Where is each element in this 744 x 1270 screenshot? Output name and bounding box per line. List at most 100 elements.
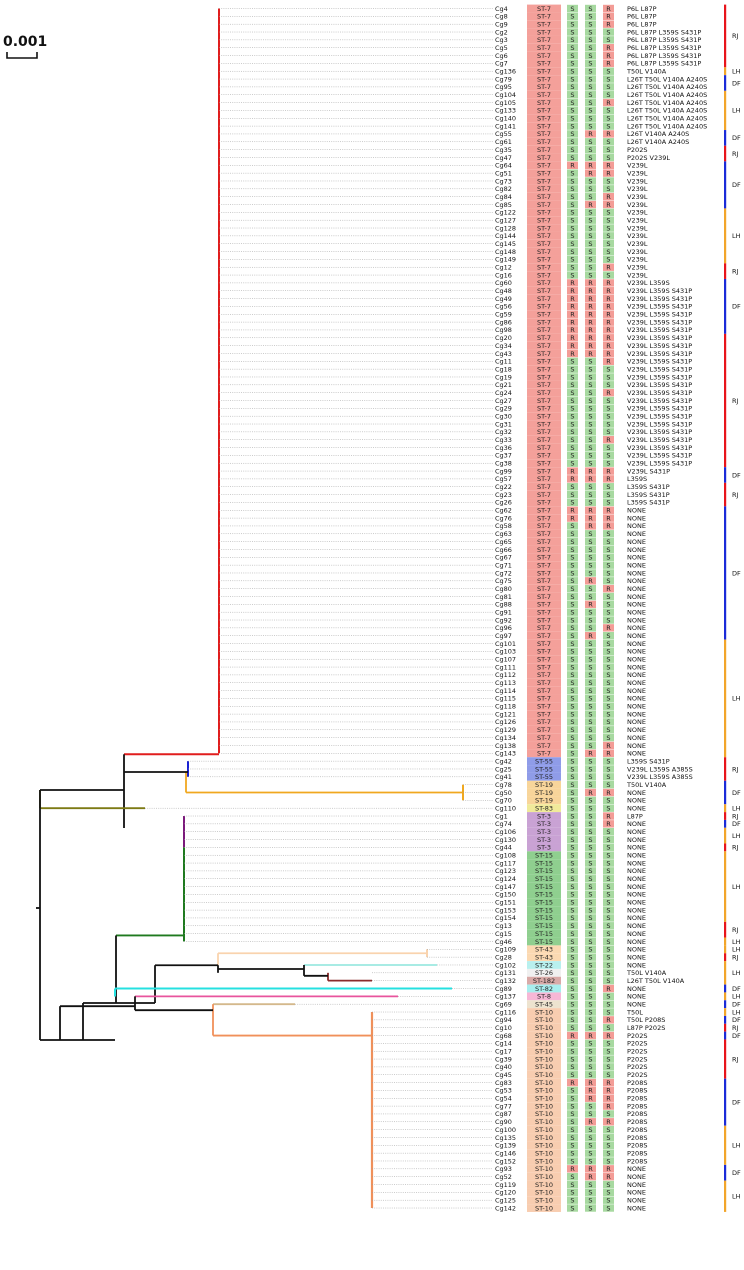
region-bar xyxy=(724,90,727,130)
mutation-label: NONE xyxy=(627,906,646,914)
st-label: ST-7 xyxy=(537,640,551,648)
resistance-label: S xyxy=(588,930,592,938)
st-cell xyxy=(527,859,561,867)
region-bar xyxy=(724,937,727,946)
resistance-cell xyxy=(567,161,578,169)
st-cell xyxy=(527,976,561,985)
tip-label: Cg94 xyxy=(495,1016,512,1024)
resistance-cell xyxy=(585,780,596,789)
resistance-cell xyxy=(567,240,578,248)
tip-label: Cg145 xyxy=(495,240,516,248)
region-label: DF xyxy=(732,303,741,311)
resistance-cell xyxy=(567,530,578,538)
st-label: ST-19 xyxy=(535,789,553,797)
resistance-label: S xyxy=(606,757,610,765)
resistance-cell xyxy=(603,200,614,209)
mutation-label: V239L xyxy=(627,177,648,185)
mutation-label: NONE xyxy=(627,938,646,946)
resistance-label: S xyxy=(570,985,574,993)
st-label: ST-82 xyxy=(535,985,553,993)
st-cell xyxy=(527,373,561,381)
resistance-label: R xyxy=(606,193,611,201)
resistance-label: S xyxy=(570,201,574,209)
resistance-cell xyxy=(603,263,614,271)
mutation-label: P202S xyxy=(627,1055,647,1063)
st-label: ST-19 xyxy=(535,781,553,789)
resistance-label: R xyxy=(588,162,593,170)
resistance-label: S xyxy=(606,601,610,609)
resistance-cell xyxy=(567,106,578,115)
resistance-cell xyxy=(567,804,578,812)
region-label: LH xyxy=(732,1193,741,1201)
resistance-label: R xyxy=(606,358,611,366)
st-cell xyxy=(527,20,561,29)
st-label: ST-7 xyxy=(537,546,551,554)
resistance-label: S xyxy=(606,569,610,577)
mutation-label: NONE xyxy=(627,883,646,891)
resistance-cell xyxy=(585,208,596,217)
resistance-cell xyxy=(567,953,578,961)
st-cell xyxy=(527,12,561,21)
st-label: ST-10 xyxy=(535,1095,553,1103)
mutation-label: V239L L359S A385S xyxy=(627,773,693,781)
resistance-label: R xyxy=(588,279,593,287)
tip-label: Cg117 xyxy=(495,859,516,867)
resistance-label: S xyxy=(570,1071,574,1079)
st-cell xyxy=(527,553,561,562)
resistance-cell xyxy=(585,1047,596,1055)
st-cell xyxy=(527,75,561,83)
tip-label: Cg12 xyxy=(495,264,512,272)
mutation-label: T50L V140A xyxy=(626,969,667,977)
resistance-cell xyxy=(585,537,596,546)
resistance-cell xyxy=(603,898,614,906)
resistance-label: S xyxy=(588,852,592,860)
resistance-label: S xyxy=(570,1024,574,1032)
resistance-cell xyxy=(585,1133,596,1142)
resistance-label: S xyxy=(606,483,610,491)
resistance-cell xyxy=(603,655,614,663)
tip-label: Cg8 xyxy=(495,13,508,21)
mutation-label: NONE xyxy=(627,1204,646,1212)
resistance-label: S xyxy=(570,256,574,264)
resistance-label: R xyxy=(606,169,611,177)
tip-label: Cg45 xyxy=(495,1071,512,1079)
resistance-cell xyxy=(567,20,578,28)
resistance-cell xyxy=(585,804,596,812)
resistance-cell xyxy=(585,718,596,726)
tip-label: Cg144 xyxy=(495,232,516,240)
mutation-label: NONE xyxy=(627,844,646,852)
tip-label: Cg68 xyxy=(495,1032,512,1040)
st-label: ST-7 xyxy=(537,561,551,569)
mutation-label: P208S xyxy=(627,1149,647,1157)
region-bar xyxy=(724,506,727,640)
resistance-cell xyxy=(585,655,596,663)
resistance-cell xyxy=(567,1133,578,1142)
resistance-label: S xyxy=(606,632,610,640)
st-cell xyxy=(527,59,561,68)
st-label: ST-10 xyxy=(535,1126,553,1134)
mutation-label: V239L L359S S431P xyxy=(627,342,692,350)
st-label: ST-7 xyxy=(537,60,551,68)
st-cell xyxy=(527,263,561,272)
mutation-label: NONE xyxy=(627,797,646,805)
resistance-label: S xyxy=(570,460,574,468)
mutation-label: P208S xyxy=(627,1157,647,1165)
tip-label: Cg29 xyxy=(495,405,512,413)
st-label: ST-7 xyxy=(537,499,551,507)
tip-label: Cg74 xyxy=(495,820,512,828)
st-cell xyxy=(527,106,561,115)
resistance-cell xyxy=(603,475,614,483)
region-label: RJ xyxy=(732,1055,739,1063)
st-cell xyxy=(527,420,561,428)
resistance-cell xyxy=(567,773,578,781)
resistance-cell xyxy=(603,812,614,820)
region-label: LH xyxy=(732,232,741,240)
resistance-label: S xyxy=(570,750,574,758)
tip-label: Cg97 xyxy=(495,632,512,640)
st-cell xyxy=(527,1117,561,1126)
resistance-cell xyxy=(603,561,614,569)
mutation-label: NONE xyxy=(627,836,646,844)
resistance-cell xyxy=(603,820,614,828)
resistance-label: S xyxy=(570,977,574,985)
resistance-label: R xyxy=(588,1118,593,1126)
